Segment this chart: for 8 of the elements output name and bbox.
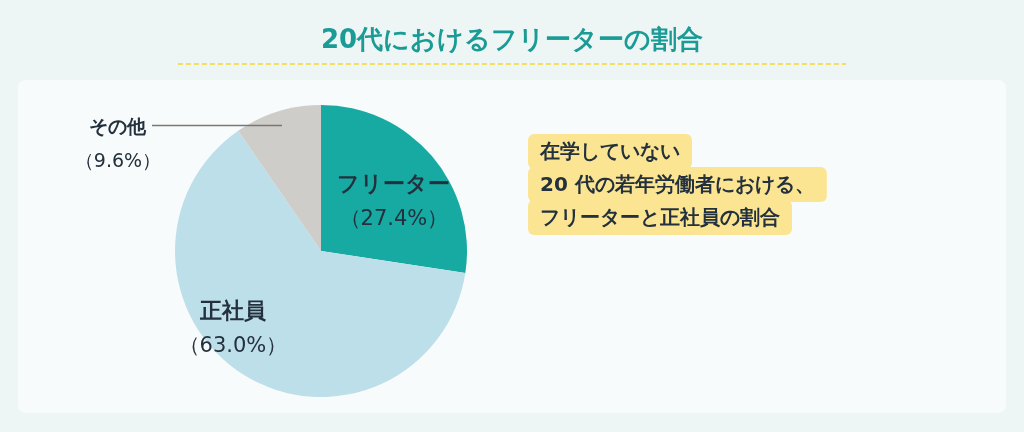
slice-label: フリーター	[337, 170, 451, 196]
slice-label: その他	[89, 114, 147, 137]
data-label: （9.6%）	[74, 148, 162, 171]
annotation-box: 在学していない 20 代の若年労働者における、 フリーターと正社員の割合	[528, 134, 827, 235]
data-label: （63.0%）	[178, 332, 288, 357]
data-label: （27.4%）	[339, 205, 449, 230]
chart-title: 20代におけるフリーターの割合	[320, 24, 704, 54]
slice-label: 正社員	[198, 297, 266, 323]
